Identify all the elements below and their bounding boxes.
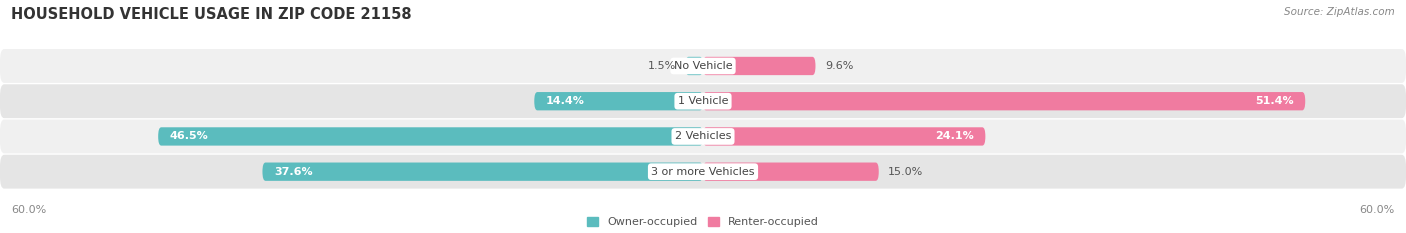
Text: 14.4%: 14.4% — [546, 96, 585, 106]
Text: 60.0%: 60.0% — [1360, 205, 1395, 215]
Text: 3 or more Vehicles: 3 or more Vehicles — [651, 167, 755, 177]
Text: 60.0%: 60.0% — [11, 205, 46, 215]
FancyBboxPatch shape — [703, 163, 879, 181]
Text: Source: ZipAtlas.com: Source: ZipAtlas.com — [1284, 7, 1395, 17]
FancyBboxPatch shape — [0, 120, 1406, 153]
Text: 51.4%: 51.4% — [1256, 96, 1294, 106]
FancyBboxPatch shape — [703, 57, 815, 75]
Text: 24.1%: 24.1% — [935, 131, 973, 141]
FancyBboxPatch shape — [0, 49, 1406, 83]
Text: 37.6%: 37.6% — [274, 167, 312, 177]
FancyBboxPatch shape — [0, 155, 1406, 188]
Text: 1 Vehicle: 1 Vehicle — [678, 96, 728, 106]
Text: 15.0%: 15.0% — [889, 167, 924, 177]
Text: 2 Vehicles: 2 Vehicles — [675, 131, 731, 141]
Text: 46.5%: 46.5% — [170, 131, 208, 141]
Text: HOUSEHOLD VEHICLE USAGE IN ZIP CODE 21158: HOUSEHOLD VEHICLE USAGE IN ZIP CODE 2115… — [11, 7, 412, 22]
FancyBboxPatch shape — [157, 127, 703, 146]
FancyBboxPatch shape — [686, 57, 703, 75]
Text: 9.6%: 9.6% — [825, 61, 853, 71]
Legend: Owner-occupied, Renter-occupied: Owner-occupied, Renter-occupied — [586, 217, 820, 227]
FancyBboxPatch shape — [0, 84, 1406, 118]
FancyBboxPatch shape — [263, 163, 703, 181]
FancyBboxPatch shape — [703, 92, 1305, 110]
FancyBboxPatch shape — [534, 92, 703, 110]
Text: No Vehicle: No Vehicle — [673, 61, 733, 71]
FancyBboxPatch shape — [703, 127, 986, 146]
Text: 1.5%: 1.5% — [648, 61, 676, 71]
